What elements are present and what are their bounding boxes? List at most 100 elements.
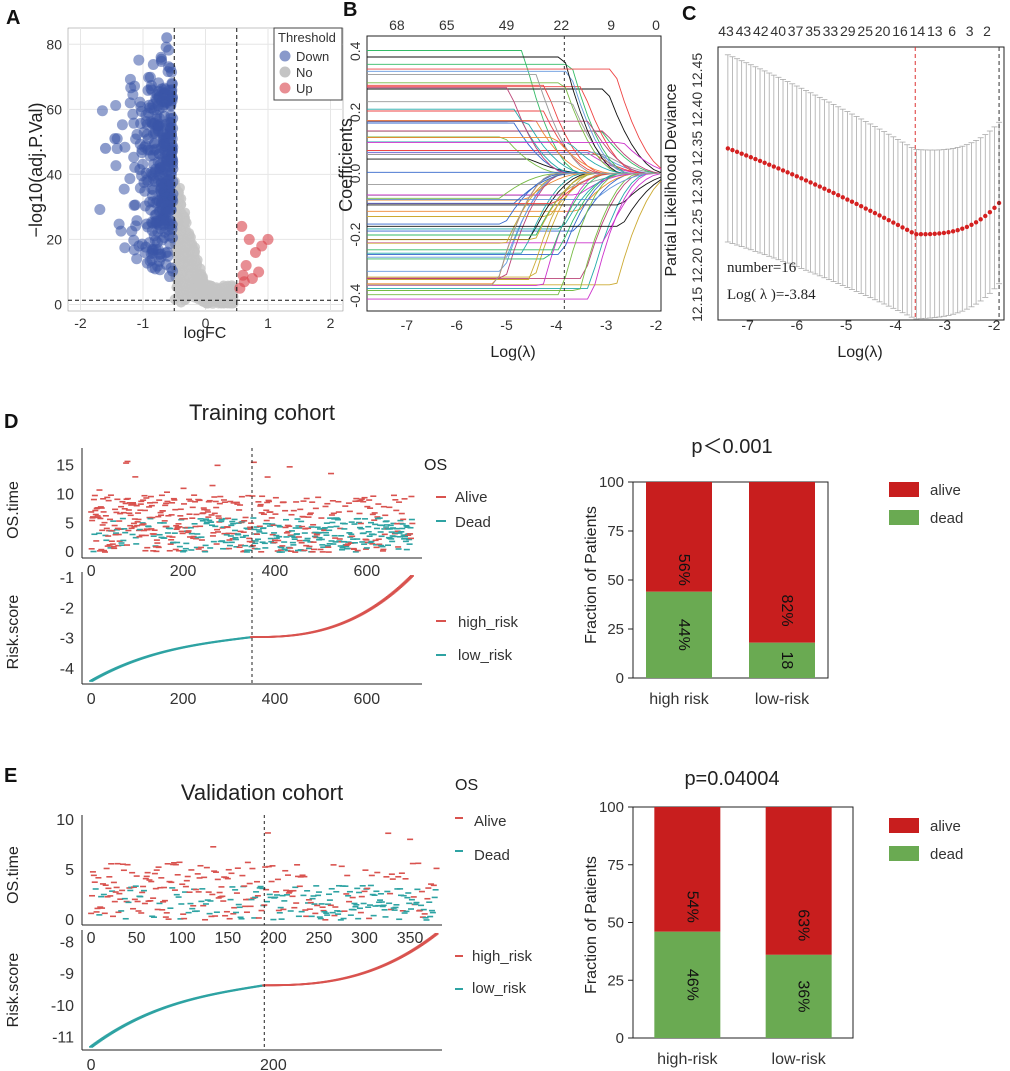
cv-mean-point [776,166,781,171]
lasso-coefficient-path [367,152,661,174]
cv-ytick: 12.15 [689,287,705,322]
volcano-ytick: 20 [46,231,62,247]
lasso-coefficient-path [367,173,661,230]
volcano-point-no [172,282,183,293]
cv-mean-point [946,230,951,235]
cv-mean-point [808,180,813,185]
lasso-coefficient-path [367,173,661,200]
valid-legend-high: high_risk [472,948,533,965]
volcano-xtick: 1 [264,315,272,331]
cv-mean-point [955,227,960,233]
train-legend-alive-swatch [889,482,919,497]
lasso-coefficient-path [367,63,661,174]
cv-mean-point [790,172,795,177]
cv-mean-point [854,201,859,207]
cv-mean-point [748,155,754,160]
lasso-coefficient-path [367,180,662,286]
cv-mean-point [941,230,947,236]
lasso-coefficient-path [367,141,662,170]
volcano-point-down [128,244,140,256]
train-legend-dead-swatch [889,510,919,525]
legend-up-marker [279,82,291,94]
fraction-label-dead: 36% [795,980,812,1012]
volcano-point-down [136,144,148,156]
cv-mean-point [950,229,956,234]
cv-top-tick: 20 [875,23,891,39]
fraction-bar-alive [765,807,832,955]
cv-xtick: -7 [741,317,754,333]
fraction-label-alive: 63% [795,909,812,941]
risk-ytick: -8 [60,935,74,952]
risk-ytick: -4 [60,661,74,678]
volcano-xtick: -2 [74,315,87,331]
panel-label-b: B [343,0,357,21]
volcano-point-no [193,280,204,291]
volcano-point-down [124,97,136,109]
lasso-coefficient-path [367,120,661,174]
volcano-point-down [137,158,149,170]
volcano-point-down [139,200,151,212]
volcano-ylabel: −log10(adj.P.Val) [26,103,46,238]
cv-mean-point [877,213,882,218]
volcano-point-down [164,112,176,124]
fraction-label-dead: 46% [683,969,700,1001]
volcano-point-down [100,142,111,154]
cv-mean-point [983,213,988,219]
cv-xtick: -4 [889,317,902,333]
cv-mean-point [812,182,818,187]
legend-no-marker [279,66,291,78]
volcano-point-no [192,271,203,282]
train-legend-title: OS [424,457,447,474]
cv-mean-point [978,217,983,222]
cv-mean-point [904,227,910,233]
cv-panel: -7 -6 -5 -4 -3 -2 12.15 12.20 12.25 12.30 12.35 12.… [663,23,1005,361]
train-fraction-legend-alive: alive [930,482,961,499]
valid-legend-low: low_risk [472,980,527,997]
valid-legend-title: OS [455,777,478,794]
cv-top-tick: 13 [927,23,943,39]
cv-mean-point [987,209,993,215]
volcano-xlabel: logFC [184,325,227,342]
train-pvalue: p＜0.001 [691,436,772,458]
volcano-point-up [262,233,274,245]
status-ytick: 15 [56,457,74,474]
volcano-point-down [160,41,172,53]
volcano-legend-up: Up [296,81,313,96]
fraction-label-alive: 54% [683,891,700,923]
volcano-point-down [116,119,128,131]
risk-xtick: 200 [260,1057,287,1071]
volcano-point-no [201,298,212,309]
volcano-point-down [157,101,169,113]
train-status-ylabel: OS.time [5,481,22,539]
cv-mean-point [881,215,887,221]
lasso-coefficient-path [367,86,661,174]
status-ytick: 10 [56,812,74,829]
fraction-ytick: 75 [607,857,624,874]
fraction-bar-alive [749,482,815,643]
volcano-point-down [130,133,142,145]
risk-ytick: -10 [51,998,74,1015]
volcano-point-down [140,167,152,179]
volcano-point-no [180,216,191,227]
lasso-ytick: 0.4 [347,41,363,61]
status-xtick: 0 [87,930,96,947]
volcano-point-down [110,99,122,111]
train-fraction-ylabel: Fraction of Patients [583,506,600,644]
fraction-ytick: 0 [616,670,624,687]
volcano-point-down [152,156,164,168]
lasso-xtick: -5 [500,317,513,333]
lasso-top-tick: 22 [554,17,570,33]
status-ytick: 5 [65,862,74,879]
cv-mean-point [858,204,864,209]
status-xtick: 0 [87,563,96,580]
cv-mean-point [785,170,790,175]
valid-risk-ylabel: Risk.score [5,953,22,1028]
lasso-coefficient-path [367,176,662,206]
volcano-point-down [124,173,136,185]
cv-mean-point [872,210,878,216]
volcano-point-down [163,61,175,73]
lasso-ytick: 0.2 [347,102,363,122]
cv-plot-area [717,46,1005,321]
lasso-xlabel: Log(λ) [490,344,535,361]
cv-mean-point [886,217,891,223]
